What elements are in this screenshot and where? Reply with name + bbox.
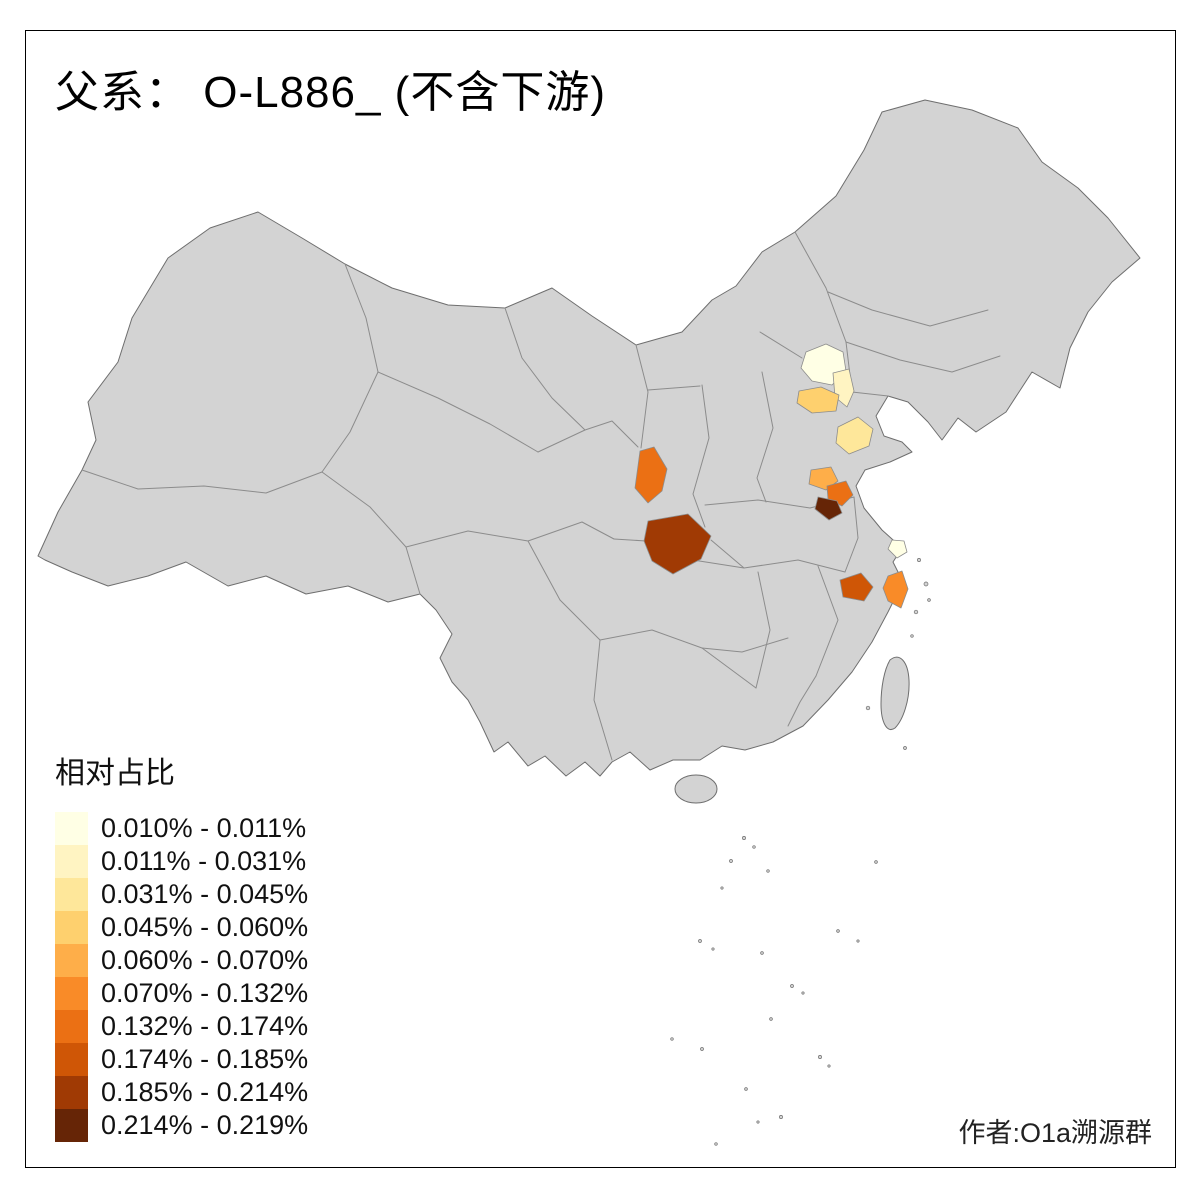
attribution: 作者:O1a溯源群 (958, 1118, 1152, 1148)
legend-row: 0.174% - 0.185% (55, 1043, 308, 1076)
coastal-islets (865, 558, 931, 750)
taiwan-island (880, 656, 910, 730)
region-shanghai (887, 539, 908, 559)
legend-row: 0.060% - 0.070% (55, 944, 308, 977)
legend-swatch (55, 977, 88, 1010)
page-title: 父系： O-L886_ (不含下游) (55, 68, 606, 117)
legend-label: 0.031% - 0.045% (101, 879, 309, 909)
south-china-sea-islets (670, 836, 878, 1146)
legend-row: 0.132% - 0.174% (55, 1010, 308, 1043)
region-zhejiang-patch (882, 570, 909, 609)
region-henan-south-patch (826, 480, 854, 507)
islands (670, 558, 931, 1146)
province-borders (81, 231, 1001, 761)
region-chongqing (643, 513, 712, 575)
region-shandong-patch (835, 416, 874, 455)
hainan-island (674, 774, 718, 804)
legend-swatch (55, 944, 88, 977)
legend-label: 0.070% - 0.132% (101, 978, 309, 1008)
legend-swatch (55, 911, 88, 944)
legend-label: 0.045% - 0.060% (101, 912, 309, 942)
legend-swatch (55, 1010, 88, 1043)
legend-row: 0.031% - 0.045% (55, 878, 308, 911)
legend-swatch (55, 1109, 88, 1142)
region-henan-dark-patch (814, 496, 843, 521)
legend-label: 0.214% - 0.219% (101, 1110, 309, 1140)
legend-label: 0.174% - 0.185% (101, 1044, 309, 1074)
highlighted-regions (634, 343, 909, 609)
legend-swatch (55, 812, 88, 845)
legend-row: 0.070% - 0.132% (55, 977, 308, 1010)
legend-label: 0.011% - 0.031% (101, 846, 307, 876)
legend-label: 0.060% - 0.070% (101, 945, 309, 975)
legend-swatch (55, 845, 88, 878)
legend-row: 0.214% - 0.219% (55, 1109, 308, 1142)
legend-label: 0.185% - 0.214% (101, 1077, 309, 1107)
legend-row: 0.045% - 0.060% (55, 911, 308, 944)
legend: 相对占比 0.010% - 0.011% 0.011% - 0.031% 0.0… (55, 748, 308, 1142)
legend-label: 0.132% - 0.174% (101, 1011, 309, 1041)
legend-label: 0.010% - 0.011% (101, 813, 307, 843)
legend-swatch (55, 878, 88, 911)
region-hebei-patch (796, 386, 840, 414)
legend-title: 相对占比 (55, 757, 175, 790)
mainland-outline (37, 99, 1141, 777)
legend-swatch (55, 1076, 88, 1109)
legend-swatch (55, 1043, 88, 1076)
legend-row: 0.185% - 0.214% (55, 1076, 308, 1109)
region-ningxia-patch (634, 446, 668, 504)
legend-row: 0.010% - 0.011% (55, 812, 308, 845)
region-hubei-east-patch (839, 572, 874, 602)
legend-row: 0.011% - 0.031% (55, 845, 308, 878)
